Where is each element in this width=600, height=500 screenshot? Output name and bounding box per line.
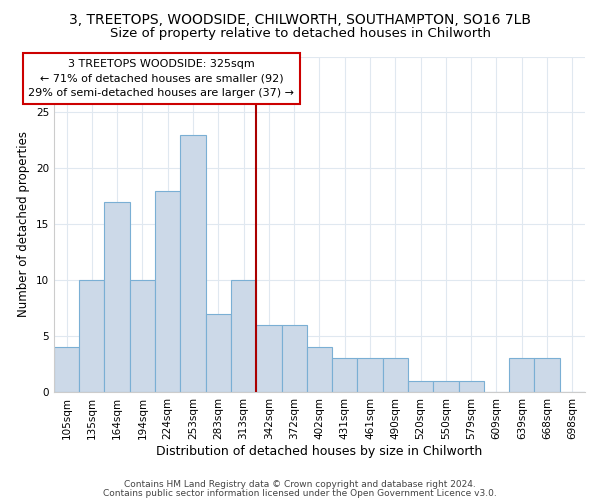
Bar [509, 358, 535, 392]
Text: 3, TREETOPS, WOODSIDE, CHILWORTH, SOUTHAMPTON, SO16 7LB: 3, TREETOPS, WOODSIDE, CHILWORTH, SOUTHA… [69, 12, 531, 26]
Text: 3 TREETOPS WOODSIDE: 325sqm
← 71% of detached houses are smaller (92)
29% of sem: 3 TREETOPS WOODSIDE: 325sqm ← 71% of det… [28, 58, 295, 98]
Bar [332, 358, 358, 392]
Bar [535, 358, 560, 392]
Text: Contains HM Land Registry data © Crown copyright and database right 2024.: Contains HM Land Registry data © Crown c… [124, 480, 476, 489]
Bar [281, 325, 307, 392]
Bar [307, 347, 332, 392]
Bar [383, 358, 408, 392]
Y-axis label: Number of detached properties: Number of detached properties [17, 131, 30, 317]
Text: Size of property relative to detached houses in Chilworth: Size of property relative to detached ho… [110, 28, 491, 40]
Bar [433, 381, 458, 392]
Bar [79, 280, 104, 392]
Text: Contains public sector information licensed under the Open Government Licence v3: Contains public sector information licen… [103, 489, 497, 498]
Bar [206, 314, 231, 392]
Bar [104, 202, 130, 392]
Bar [181, 135, 206, 392]
X-axis label: Distribution of detached houses by size in Chilworth: Distribution of detached houses by size … [157, 444, 482, 458]
Bar [458, 381, 484, 392]
Bar [256, 325, 281, 392]
Bar [408, 381, 433, 392]
Bar [155, 190, 181, 392]
Bar [231, 280, 256, 392]
Bar [358, 358, 383, 392]
Bar [130, 280, 155, 392]
Bar [54, 347, 79, 392]
